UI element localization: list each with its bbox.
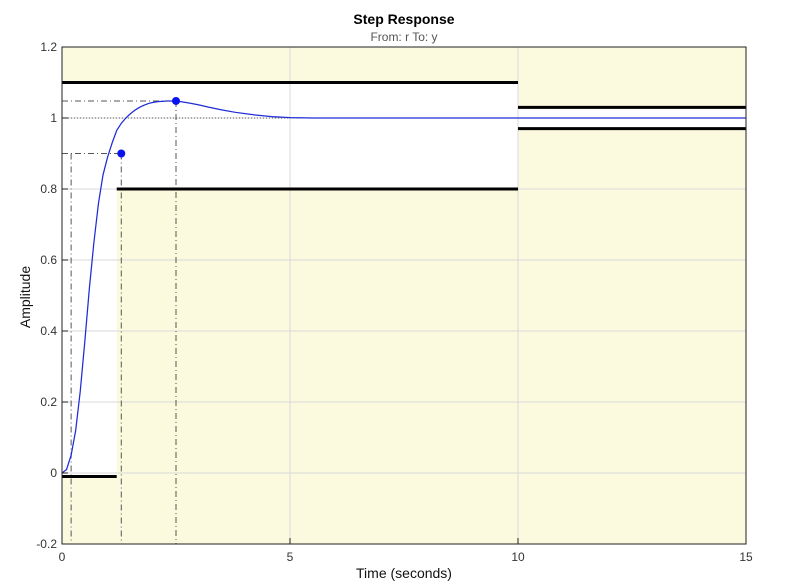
x-tick-label-3: 15	[739, 550, 753, 564]
x-axis-label: Time (seconds)	[356, 565, 452, 581]
y-tick-label-1: 0	[50, 466, 57, 480]
y-axis-label: Amplitude	[17, 266, 33, 328]
response-marker-1	[172, 96, 180, 105]
y-tick-label-3: 0.4	[40, 324, 57, 338]
step-response-line	[61, 100, 746, 474]
x-tick-label-1: 5	[287, 550, 294, 564]
x-tick-label-0: 0	[59, 550, 66, 564]
y-tick-label-5: 0.8	[40, 182, 57, 196]
y-tick-label-2: 0.2	[40, 395, 57, 409]
response-marker-0	[117, 149, 126, 158]
chart-title: Step Response	[353, 11, 454, 27]
y-tick-label-7: 1.2	[40, 40, 57, 54]
x-tick-label-2: 10	[511, 550, 525, 564]
allowed-region-2	[62, 82, 117, 477]
plot-frame	[61, 46, 747, 545]
y-tick-label-4: 0.6	[40, 253, 57, 267]
y-tick-label-0: -0.2	[36, 537, 57, 551]
y-tick-label-6: 1	[50, 111, 57, 125]
chart-subtitle: From: r To: y	[370, 30, 437, 44]
